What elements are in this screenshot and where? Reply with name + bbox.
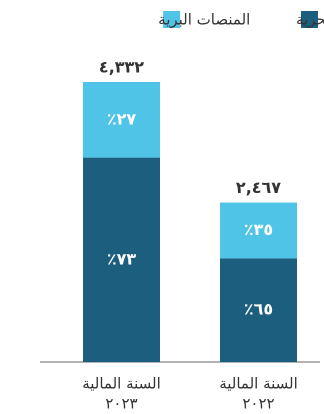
x-tick-label: ٢٠٢٣ [105,395,137,413]
legend-label: المنصات البحرية [296,11,324,29]
total-label: ٤,٣٣٢ [99,58,144,77]
bar-segment [83,82,160,158]
bar-segment [220,258,297,362]
legend-swatch [301,11,318,28]
value-label: ٪٧٣ [107,249,137,268]
value-label: ٪٢٧ [107,109,137,128]
value-label: ٪٣٥ [244,220,273,239]
legend-label: المنصات البرية [158,11,250,29]
x-tick-label: السنة المالية [82,375,161,393]
bar-segment [220,202,297,259]
x-tick-label: ٢٠٢٢ [242,395,274,413]
bar-segment [83,157,160,362]
x-tick-label: السنة المالية [219,375,298,393]
value-label: ٪٦٥ [244,300,273,319]
total-label: ٢,٤٦٧ [236,178,281,197]
legend-swatch [163,11,181,28]
